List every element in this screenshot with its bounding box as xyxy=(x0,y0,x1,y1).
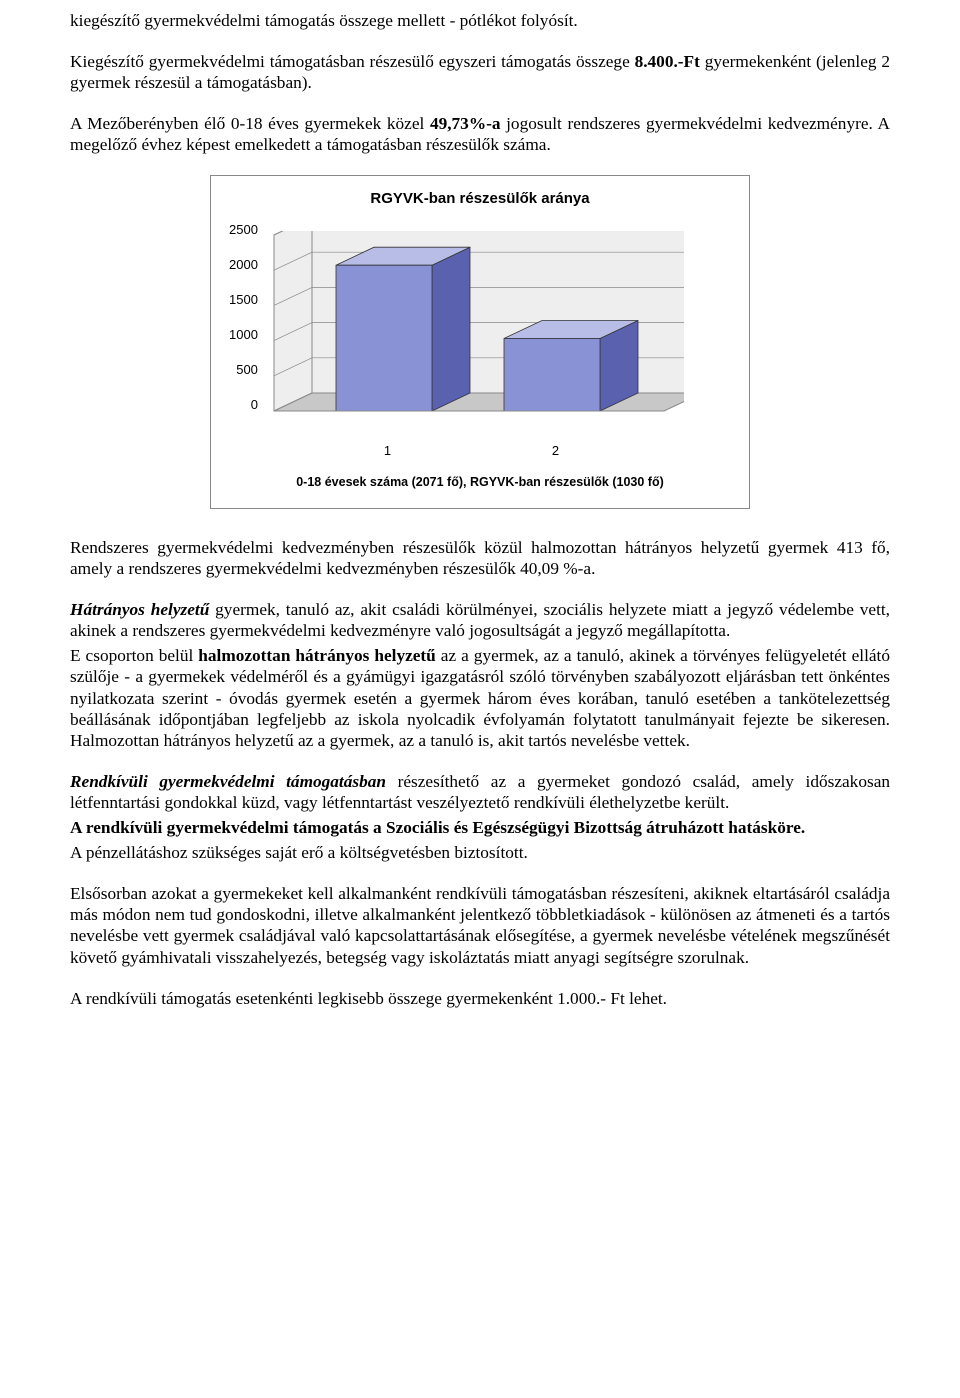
term-bold: halmozottan hátrányos helyzetű xyxy=(198,646,436,665)
text: A Mezőberényben élő 0-18 éves gyermekek … xyxy=(70,114,430,133)
ytick: 500 xyxy=(229,363,258,376)
paragraph: A pénzellátáshoz szükséges saját erő a k… xyxy=(70,842,890,863)
paragraph: A rendkívüli támogatás esetenkénti legki… xyxy=(70,988,890,1009)
percent-bold: 49,73%-a xyxy=(430,114,501,133)
chart-body: 2500 2000 1500 1000 500 0 1 2 xyxy=(229,231,731,461)
document-page: kiegészítő gyermekvédelmi támogatás össz… xyxy=(0,0,960,1069)
paragraph: E csoporton belül halmozottan hátrányos … xyxy=(70,645,890,750)
paragraph: Rendkívüli gyermekvédelmi támogatásban r… xyxy=(70,771,890,813)
term-emphasis: Hátrányos helyzetű xyxy=(70,600,209,619)
xtick: 1 xyxy=(384,443,391,459)
ytick: 1500 xyxy=(229,293,258,306)
paragraph: A Mezőberényben élő 0-18 éves gyermekek … xyxy=(70,113,890,155)
paragraph-bold: A rendkívüli gyermekvédelmi támogatás a … xyxy=(70,817,890,838)
paragraph: Kiegészítő gyermekvédelmi támogatásban r… xyxy=(70,51,890,93)
paragraph: Rendszeres gyermekvédelmi kedvezményben … xyxy=(70,537,890,579)
ytick: 2000 xyxy=(229,258,258,271)
text: E csoporton belül xyxy=(70,646,198,665)
chart-container: RGYVK-ban részesülők aránya 2500 2000 15… xyxy=(210,175,750,509)
chart-title: RGYVK-ban részesülők aránya xyxy=(229,190,731,208)
term-emphasis: Rendkívüli gyermekvédelmi támogatásban xyxy=(70,772,386,791)
ytick: 1000 xyxy=(229,328,258,341)
ytick: 0 xyxy=(229,398,258,411)
chart-x-axis-labels: 1 2 xyxy=(264,443,731,461)
paragraph: Elsősorban azokat a gyermekeket kell alk… xyxy=(70,883,890,967)
bar-chart-svg xyxy=(264,231,684,441)
paragraph: Hátrányos helyzetű gyermek, tanuló az, a… xyxy=(70,599,890,641)
chart-y-axis-labels: 2500 2000 1500 1000 500 0 xyxy=(229,223,264,411)
ytick: 2500 xyxy=(229,223,258,236)
amount-bold: 8.400.-Ft xyxy=(635,52,700,71)
chart-caption: 0-18 évesek száma (2071 fő), RGYVK-ban r… xyxy=(229,475,731,490)
chart-plot-area: 1 2 xyxy=(264,231,731,461)
xtick: 2 xyxy=(552,443,559,459)
paragraph: kiegészítő gyermekvédelmi támogatás össz… xyxy=(70,10,890,31)
text: Kiegészítő gyermekvédelmi támogatásban r… xyxy=(70,52,635,71)
